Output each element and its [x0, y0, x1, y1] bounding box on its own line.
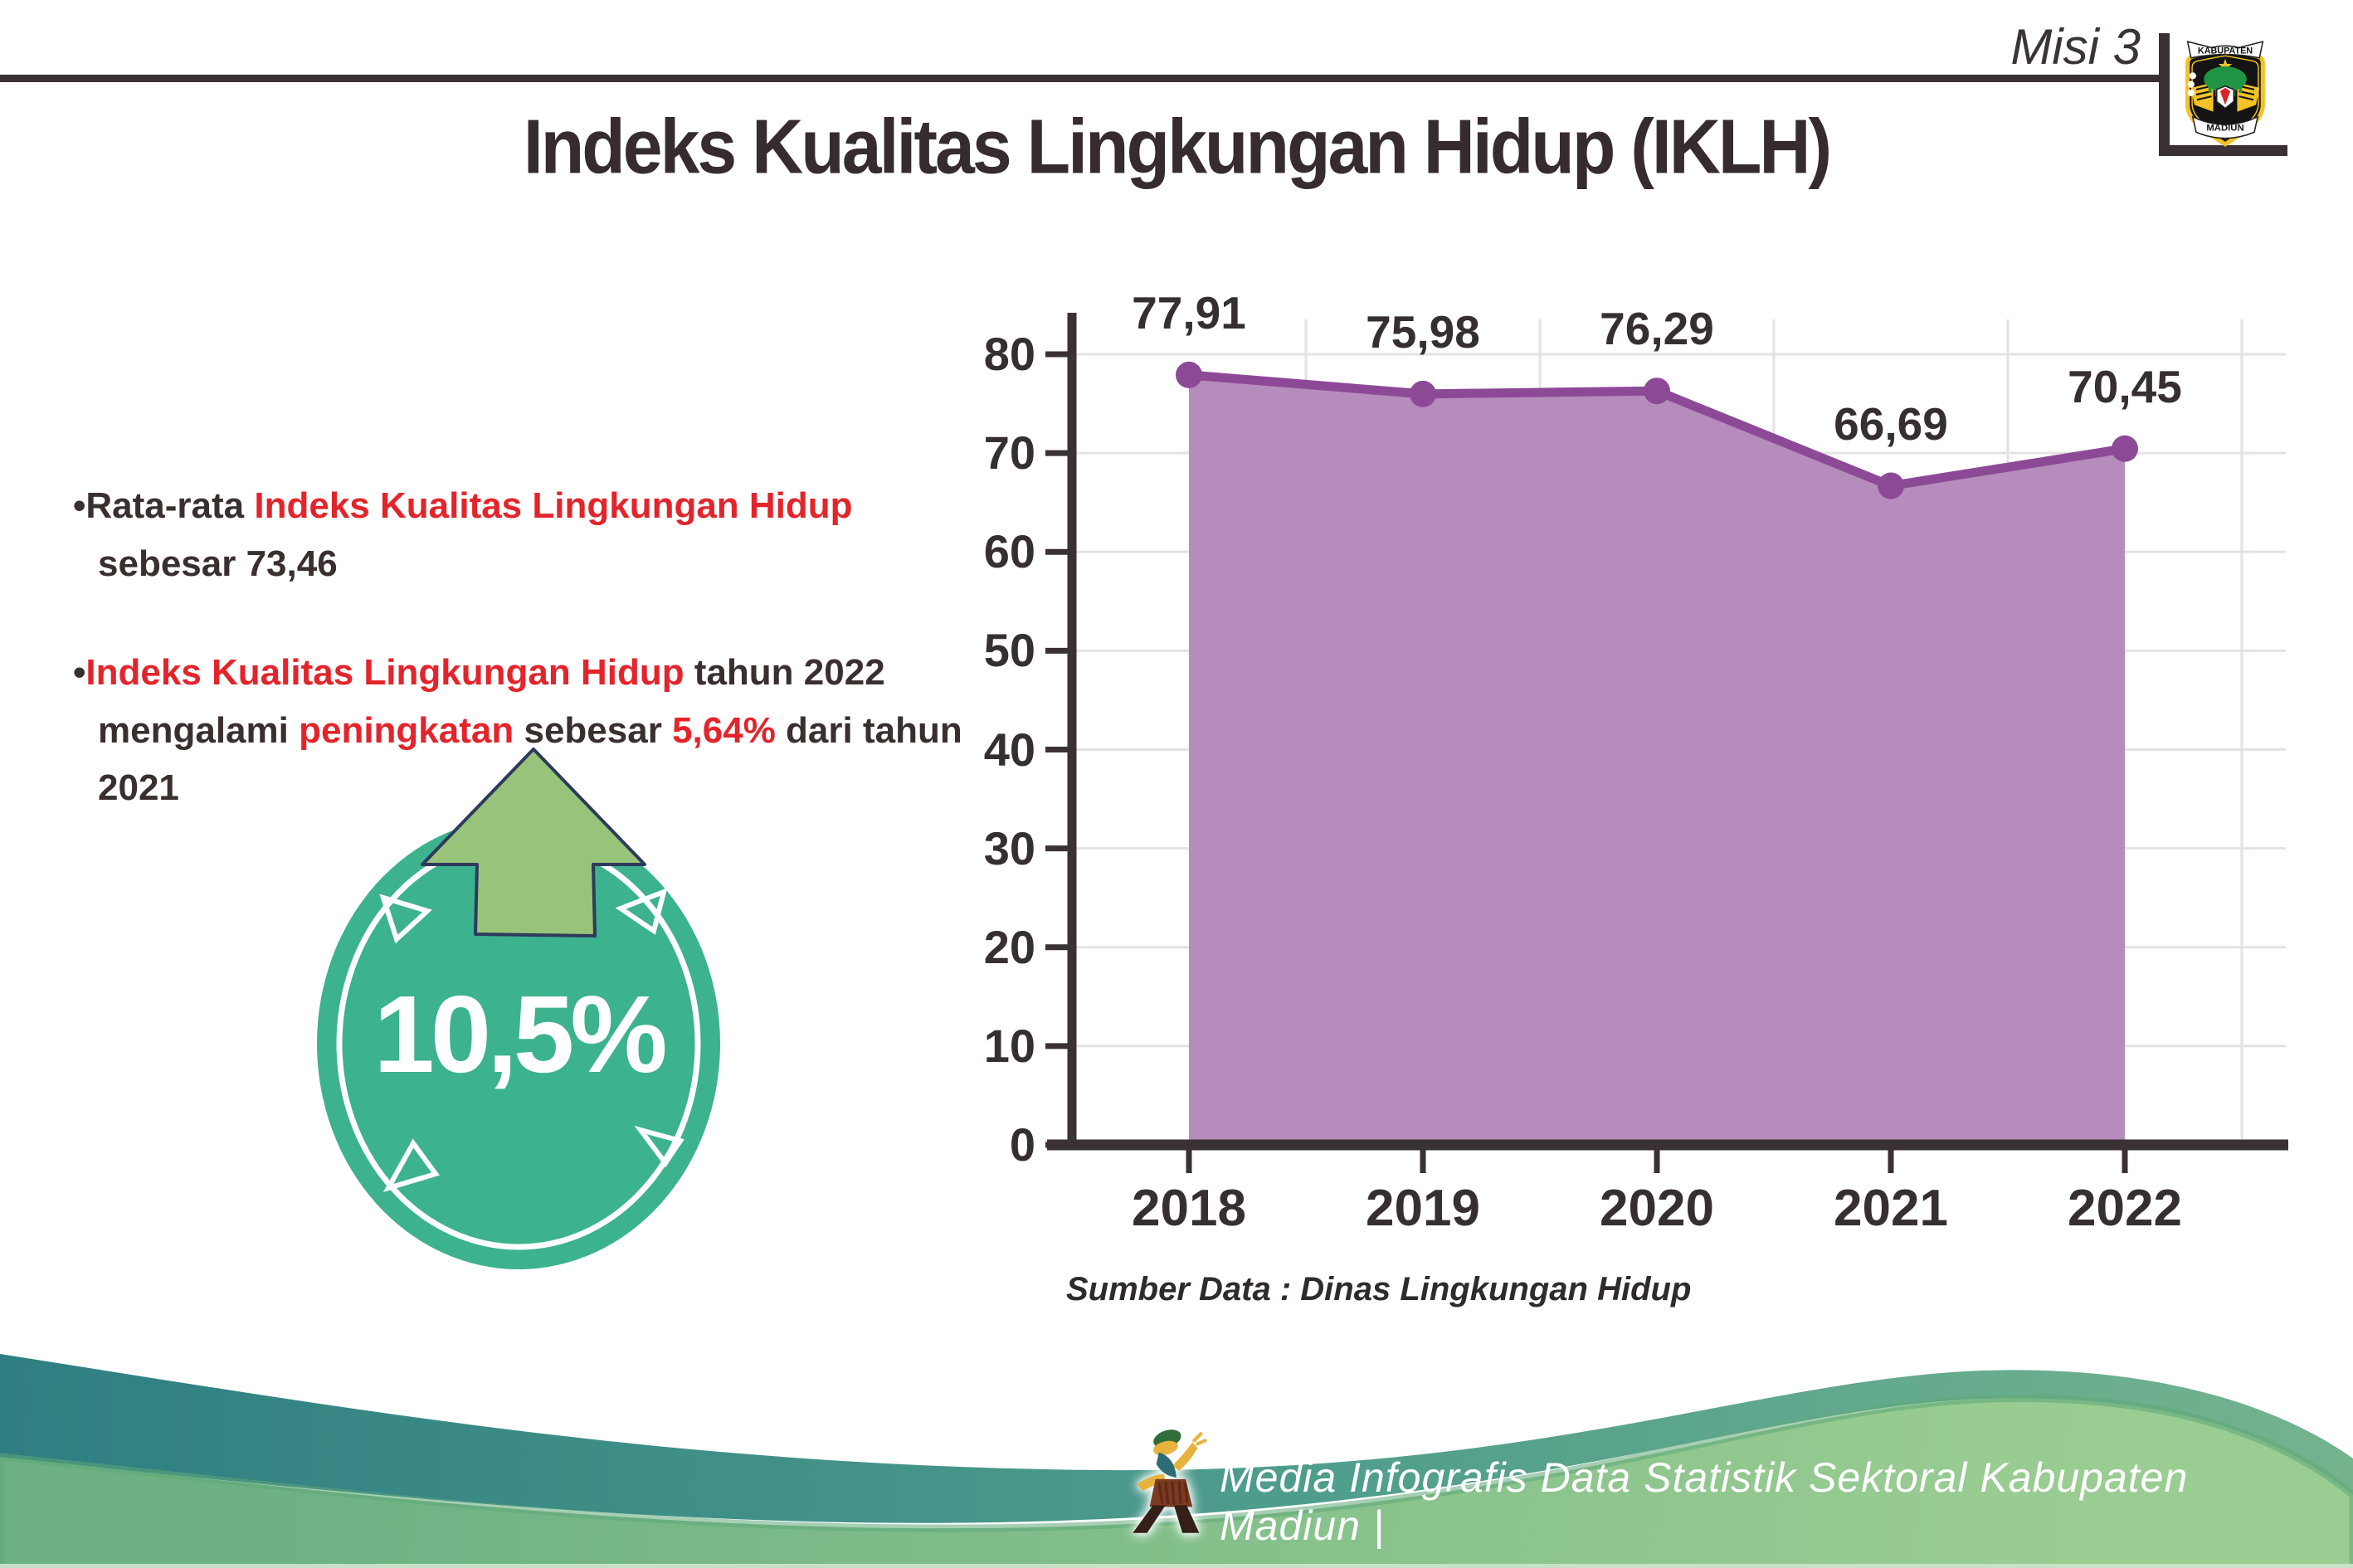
bullet2-marker: •	[73, 652, 86, 694]
bullet2-text-dark: tahun 2022 mengalami	[98, 652, 885, 751]
y-tick-label: 0	[1009, 1118, 1035, 1171]
logo-top-banner-text: KABUPATEN	[2198, 46, 2253, 56]
y-tick-label: 20	[983, 920, 1035, 973]
logo-frame-vertical	[2159, 33, 2170, 156]
data-value-label: 70,45	[2068, 360, 2182, 412]
x-tick-label: 2021	[1834, 1180, 1948, 1237]
green-wave	[0, 1395, 2353, 1568]
y-tick-label: 80	[983, 328, 1035, 380]
bottom-edge-strip	[0, 1564, 2353, 1568]
mascot-icon	[1122, 1420, 1231, 1546]
area-fill	[1189, 374, 2125, 1146]
bullet1-text-red: Indeks Kualitas Lingkungan Hidup	[254, 485, 853, 526]
x-tick-label: 2020	[1600, 1180, 1714, 1237]
y-tick-label: 50	[983, 624, 1035, 677]
bullet1-text-dark: •Rata-rata	[73, 485, 255, 526]
teal-wave	[0, 1354, 2353, 1523]
data-value-label: 66,69	[1834, 397, 1948, 450]
bullet2-text-dark3: dari tahun 2021	[98, 709, 962, 809]
data-value-label: 77,91	[1132, 286, 1246, 338]
data-point	[1176, 361, 1202, 388]
increase-percentage: 10,5%	[373, 973, 667, 1095]
logo-bottom-banner-text: MADIUN	[2206, 123, 2243, 133]
data-value-label: 76,29	[1600, 303, 1714, 355]
y-tick-label: 70	[983, 426, 1035, 480]
x-tick-label: 2018	[1132, 1180, 1246, 1237]
header-divider	[0, 75, 2167, 82]
bullet1-value: sebesar 73,46	[98, 543, 338, 584]
increase-badge-graphic	[317, 747, 720, 1269]
page-title: Indeks Kualitas Lingkungan Hidup (IKLH)	[523, 104, 1832, 190]
bullet2-text-dark2: sebesar	[514, 709, 673, 751]
data-point	[1878, 472, 1904, 499]
bullet2-keyword-red: peningkatan	[299, 709, 514, 751]
kabupaten-madiun-logo: KABUPATEN MADIUN	[2174, 37, 2277, 149]
insight-bullets: •Rata-rata Indeks Kualitas Lingkungan Hi…	[73, 477, 965, 817]
y-tick-label: 10	[983, 1019, 1035, 1072]
up-arrow-icon	[421, 747, 646, 937]
data-source-note: Sumber Data : Dinas Lingkungan Hidup	[1066, 1271, 1692, 1307]
data-point	[1644, 377, 1670, 405]
bullet-average-iklh: •Rata-rata Indeks Kualitas Lingkungan Hi…	[73, 477, 965, 592]
y-tick-label: 40	[983, 723, 1035, 776]
x-tick-label: 2019	[1366, 1180, 1480, 1237]
coat-of-arms-icon: KABUPATEN MADIUN	[2185, 41, 2265, 147]
increase-badge	[282, 722, 763, 1294]
logo-frame-horizontal	[2159, 145, 2287, 156]
x-tick-label: 2022	[2068, 1180, 2182, 1237]
data-value-label: 75,98	[1366, 305, 1480, 358]
bullet2-text-red: Indeks Kualitas Lingkungan Hidup	[85, 652, 684, 694]
mission-label: Misi 3	[2010, 19, 2141, 75]
bullet2-percent-red: 5,64%	[672, 709, 776, 751]
footer-credit: Media Infografis Data Statistik Sektoral…	[1220, 1454, 2189, 1549]
y-tick-label: 60	[983, 525, 1035, 578]
bullet-iklh-increase: •Indeks Kualitas Lingkungan Hidup tahun …	[73, 644, 965, 817]
data-point	[1410, 380, 1436, 407]
data-point	[2112, 435, 2138, 462]
y-tick-label: 30	[983, 821, 1035, 874]
